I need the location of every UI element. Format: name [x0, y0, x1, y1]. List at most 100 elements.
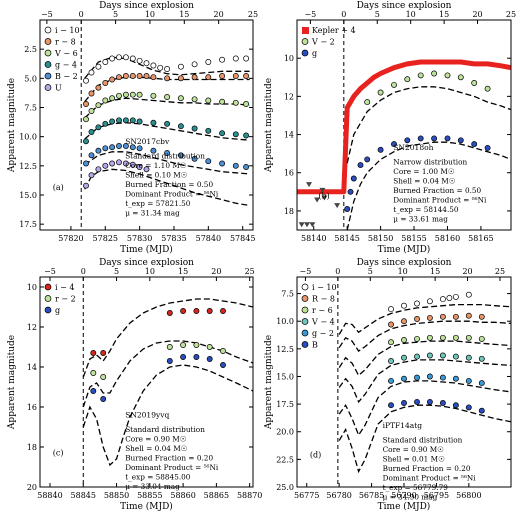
data-point — [95, 124, 102, 131]
x-tick-label: 58840 — [37, 491, 62, 500]
top-tick-label: 5 — [114, 267, 119, 276]
legend-marker — [301, 306, 309, 314]
model-parameter: μ = 34.90 mag — [383, 493, 438, 502]
data-point — [232, 73, 239, 79]
model-curve — [338, 359, 511, 404]
upper-limit-marker — [306, 182, 313, 188]
data-point — [206, 308, 213, 314]
data-point — [143, 73, 150, 79]
data-point — [232, 131, 239, 138]
model-curve — [82, 340, 253, 408]
upper-limit-marker — [314, 197, 321, 203]
top-tick-label: 10 — [145, 267, 155, 276]
legend: i − 10 r − 8 V − 6 g − 4 B − 2 U — [44, 26, 80, 93]
model-parameter: Core = 1.10 M☉ — [125, 161, 186, 170]
data-point — [166, 310, 173, 316]
x-tick-label: 57820 — [58, 234, 83, 243]
data-point — [83, 138, 89, 145]
legend-label: i − 10 — [55, 26, 80, 35]
top-tick-label: 5 — [113, 10, 118, 19]
model-curve — [82, 298, 253, 378]
y-tick-label: 10 — [284, 54, 294, 63]
model-curve — [338, 380, 511, 437]
x-tick-label: 56785 — [359, 491, 384, 500]
top-tick-label: 20 — [214, 10, 224, 19]
data-point — [136, 57, 143, 64]
y-tick-label: 18 — [27, 443, 37, 452]
top-tick-label: −5 — [44, 267, 56, 276]
data-point — [102, 97, 109, 104]
data-point — [388, 321, 394, 328]
top-axis-label: Days since explosion — [99, 1, 194, 11]
data-point — [136, 164, 143, 170]
legend: Kepler + 4 V − 2 g — [301, 26, 356, 58]
data-point — [166, 358, 173, 364]
y-tick-label: 17.5 — [19, 220, 37, 229]
data-point — [83, 101, 89, 107]
model-parameter: Burned Fraction = 0.20 — [125, 454, 213, 463]
data-point — [83, 77, 89, 84]
model-curve — [84, 151, 250, 175]
top-tick-label: 20 — [472, 10, 482, 19]
data-point — [88, 129, 95, 135]
data-point — [109, 118, 116, 125]
legend-label: r − 8 — [55, 38, 76, 47]
panel-a: 57820 57825 57830 57835 57840 57845 −5 0 5 10 15 20… — [7, 1, 258, 255]
model-parameter: Dominant Product = ⁵⁶Ni — [393, 196, 487, 205]
data-point — [426, 352, 433, 359]
data-point — [180, 342, 187, 348]
panel-label: (c) — [53, 449, 64, 458]
data-point — [478, 335, 485, 342]
data-point — [444, 135, 451, 142]
top-tick-label: 25 — [248, 10, 258, 19]
x-tick-label: 56780 — [326, 491, 351, 500]
data-point — [414, 335, 420, 342]
legend-label: V − 2 — [311, 38, 335, 47]
x-tick-label: 58865 — [204, 491, 229, 500]
legend-label: i − 10 — [312, 283, 337, 292]
y-tick-label: 10.0 — [276, 317, 294, 326]
model-parameter: Core = 0.90 M☉ — [383, 445, 444, 454]
data-point — [122, 91, 129, 98]
data-point — [116, 117, 122, 124]
data-point — [193, 308, 200, 314]
x-tick-label: 56790 — [391, 491, 416, 500]
y-tick-label: 15.0 — [19, 191, 37, 200]
panel-b: 58140 58145 58150 58155 58160 58165 −5 0 5 10 15 20… — [264, 1, 516, 255]
data-point — [122, 160, 129, 167]
data-point — [205, 59, 212, 65]
model-parameter: Burned Fraction = 0.20 — [383, 464, 471, 473]
data-point — [417, 135, 424, 142]
y-axis-label: Apparent magnitude — [7, 335, 17, 430]
top-tick-label: 15 — [430, 267, 440, 276]
model-curve — [82, 364, 253, 467]
plot-frame — [296, 19, 512, 231]
data-point — [129, 161, 136, 168]
legend-label: R − 8 — [312, 295, 335, 304]
data-point — [452, 353, 459, 360]
y-tick-label: 7.5 — [281, 290, 294, 299]
data-point — [206, 356, 213, 362]
data-point — [129, 55, 136, 62]
data-point — [100, 396, 107, 402]
data-point — [219, 130, 226, 137]
data-point — [471, 80, 478, 86]
model-parameter: Dominant Product = ⁵⁶Ni — [125, 463, 219, 472]
x-tick-label: 57840 — [196, 234, 221, 243]
data-point — [166, 344, 173, 350]
data-point — [143, 60, 150, 67]
x-axis-label: Time (MJD) — [120, 501, 173, 512]
data-point — [191, 155, 198, 162]
data-point — [431, 70, 438, 77]
data-point — [177, 123, 184, 130]
panel-label: (b) — [318, 192, 329, 201]
legend-marker — [301, 49, 309, 57]
data-point — [164, 66, 171, 72]
y-tick-label: 16 — [27, 403, 37, 412]
top-tick-label: 5 — [368, 267, 373, 276]
data-point — [116, 74, 122, 81]
model-parameter: μ = 31.34 mag — [125, 208, 180, 217]
top-tick-label: 25 — [245, 267, 255, 276]
panel-label: (d) — [310, 451, 321, 460]
data-point — [243, 101, 250, 107]
